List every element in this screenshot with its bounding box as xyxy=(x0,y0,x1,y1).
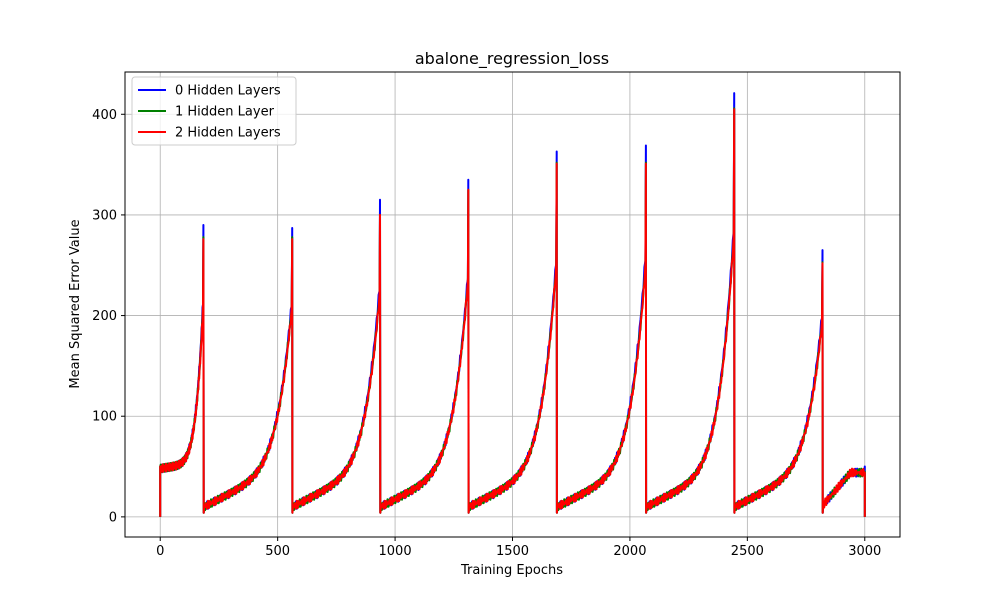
x-tick-label: 500 xyxy=(265,544,290,559)
chart-title: abalone_regression_loss xyxy=(415,49,609,69)
y-tick-label: 100 xyxy=(92,410,117,425)
legend-entry: 2 Hidden Layers xyxy=(175,126,281,141)
ticks: 0 500 1000 1500 2000 2500 3000 0 100 200 300 400 xyxy=(92,108,881,559)
y-tick-label: 400 xyxy=(92,108,117,123)
x-tick-label: 3000 xyxy=(848,544,881,559)
y-tick-label: 200 xyxy=(92,309,117,324)
x-axis-label: Training Epochs xyxy=(460,563,563,578)
x-tick-label: 2000 xyxy=(613,544,646,559)
series-line-2 xyxy=(159,108,866,517)
x-tick-label: 0 xyxy=(156,544,164,559)
legend: 0 Hidden Layers 1 Hidden Layer 2 Hidden La… xyxy=(131,76,297,146)
y-tick-label: 300 xyxy=(92,208,117,223)
legend-entry: 0 Hidden Layers xyxy=(175,84,281,99)
legend-entry: 1 Hidden Layer xyxy=(175,105,275,120)
x-tick-label: 2500 xyxy=(731,544,764,559)
x-tick-label: 1000 xyxy=(379,544,412,559)
y-axis-label: Mean Squared Error Value xyxy=(68,219,83,388)
plot-lines xyxy=(159,92,866,517)
y-tick-label: 0 xyxy=(109,510,117,525)
grid xyxy=(125,72,900,537)
x-tick-label: 1500 xyxy=(496,544,529,559)
legend-box xyxy=(131,76,297,146)
